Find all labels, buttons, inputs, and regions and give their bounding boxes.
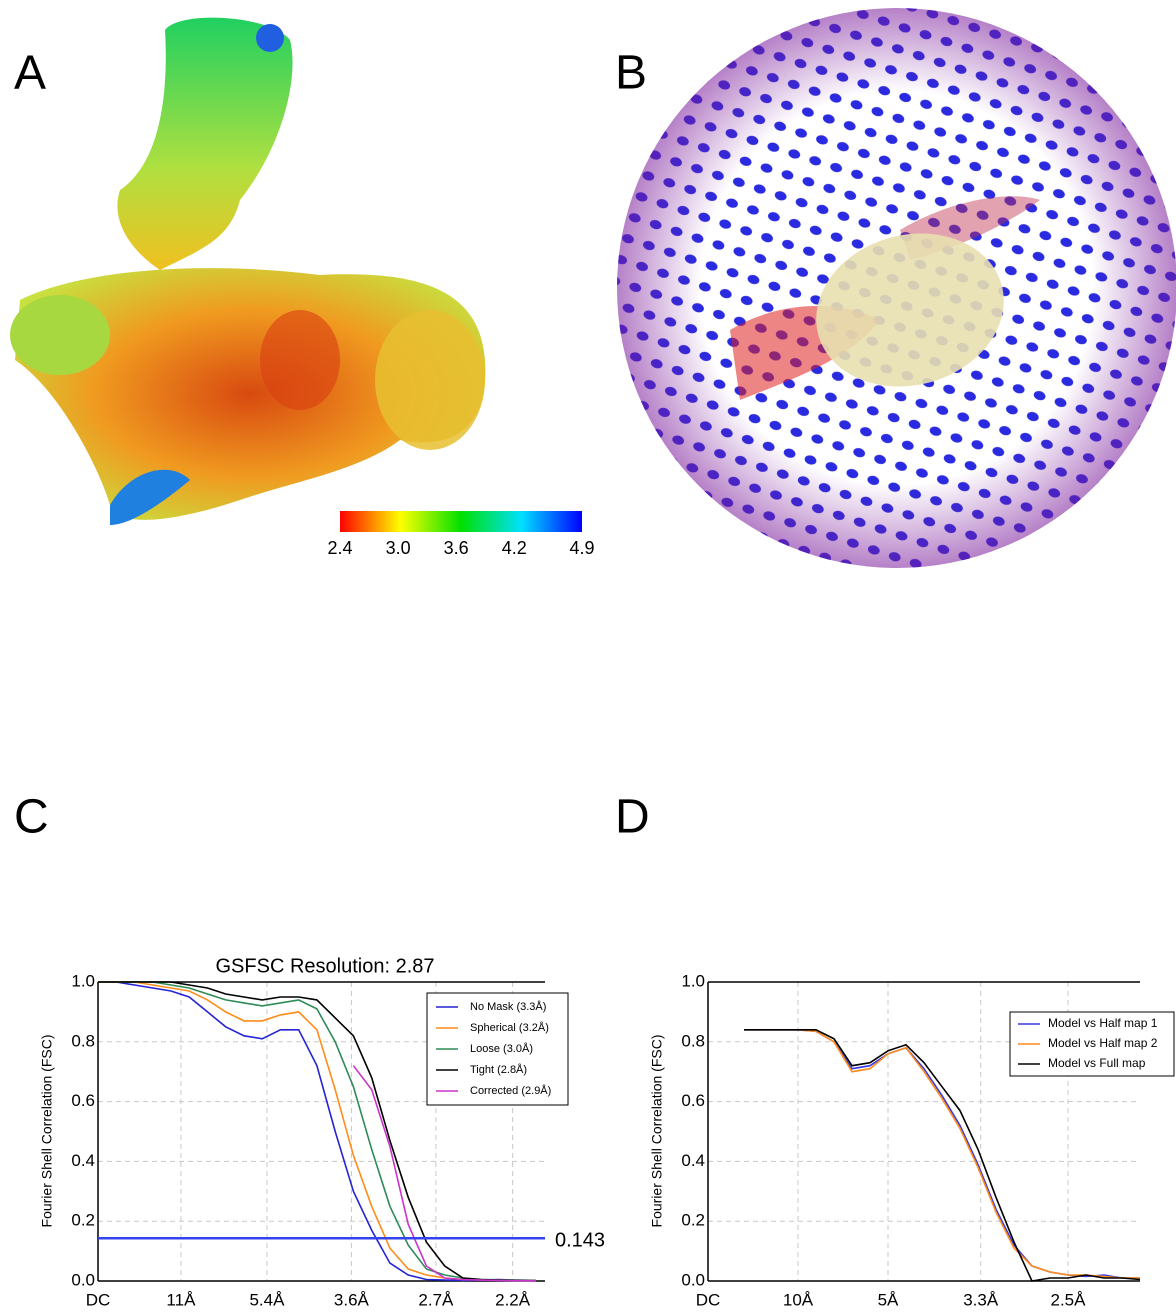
- y-tick-label: 0.0: [71, 1270, 95, 1289]
- y-tick-label: 0.8: [71, 1031, 95, 1050]
- chart-title: GSFSC Resolution: 2.87: [216, 955, 435, 977]
- y-tick-label: 0.2: [71, 1211, 95, 1230]
- x-tick-label: 5.4Å: [249, 1290, 285, 1309]
- panel-label: B: [615, 47, 647, 100]
- colorbar-tick-label: 3.6: [444, 538, 469, 558]
- y-tick-label: 1.0: [71, 971, 95, 990]
- fsc-curve: [352, 1065, 536, 1282]
- x-tick-label: 5Å: [878, 1290, 899, 1309]
- y-tick-label: 0.6: [71, 1091, 95, 1110]
- y-axis-label: Fourier Shell Correlation (FSC): [39, 1035, 55, 1228]
- x-tick-label: DC: [86, 1290, 111, 1309]
- y-tick-label: 0.6: [681, 1091, 705, 1110]
- colorbar: [340, 511, 582, 532]
- colorbar-tick-label: 4.9: [569, 538, 594, 558]
- x-tick-label: 11Å: [166, 1290, 196, 1309]
- panel-b-render: [617, 8, 1176, 568]
- x-tick-label: 3.3Å: [963, 1290, 999, 1309]
- panel-label: C: [14, 791, 49, 844]
- legend-label: Model vs Half map 2: [1048, 1036, 1158, 1050]
- y-tick-label: 0.2: [681, 1211, 705, 1230]
- x-tick-label: DC: [696, 1290, 721, 1309]
- fsc-curve: [744, 1029, 1140, 1279]
- y-tick-label: 0.8: [681, 1031, 705, 1050]
- legend-label: Loose (3.0Å): [470, 1042, 533, 1055]
- legend-label: Model vs Full map: [1048, 1056, 1146, 1070]
- panel-a-render: [10, 17, 486, 525]
- x-tick-label: 2.5Å: [1051, 1290, 1087, 1309]
- y-tick-label: 0.4: [681, 1151, 705, 1170]
- y-tick-label: 0.0: [681, 1270, 705, 1289]
- threshold-label: 0.143: [555, 1230, 605, 1252]
- panel-label: D: [615, 791, 650, 844]
- legend-label: No Mask (3.3Å): [470, 1000, 546, 1013]
- legend-label: Corrected (2.9Å): [470, 1084, 551, 1097]
- colorbar-tick-label: 4.2: [502, 538, 527, 558]
- colorbar-tick-label: 3.0: [386, 538, 411, 558]
- colorbar-tick-label: 2.4: [327, 538, 352, 558]
- x-tick-label: 3.6Å: [334, 1290, 370, 1309]
- fsc-curve: [744, 1029, 1141, 1282]
- legend-label: Tight (2.8Å): [470, 1063, 527, 1076]
- x-tick-label: 10Å: [783, 1290, 814, 1309]
- legend-label: Model vs Half map 1: [1048, 1016, 1158, 1030]
- y-tick-label: 0.4: [71, 1151, 95, 1170]
- x-tick-label: 2.7Å: [418, 1290, 454, 1309]
- panel-label: A: [14, 47, 46, 100]
- fsc-curve: [98, 981, 536, 1282]
- fsc-curve: [98, 981, 536, 1282]
- y-axis-label: Fourier Shell Correlation (FSC): [649, 1035, 665, 1228]
- x-tick-label: 2.2Å: [495, 1290, 531, 1309]
- legend-label: Spherical (3.2Å): [470, 1021, 549, 1034]
- y-tick-label: 1.0: [681, 971, 705, 990]
